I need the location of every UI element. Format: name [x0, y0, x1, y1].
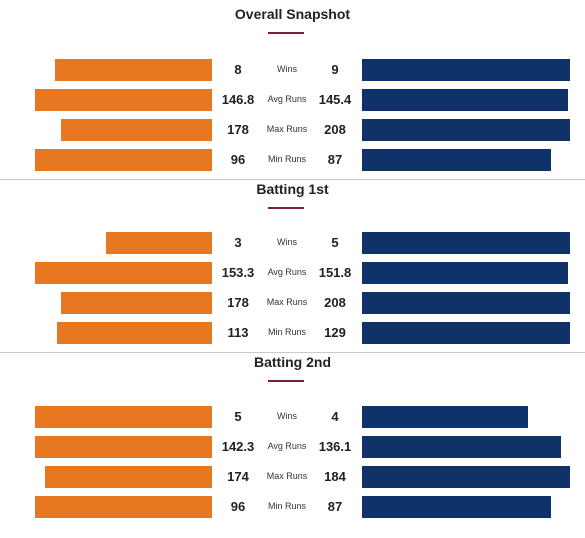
- section-title: Batting 1st: [256, 181, 329, 197]
- team2-bar: [362, 436, 561, 458]
- stat-row-avg-runs: 153.3 Avg Runs 151.8: [0, 262, 585, 286]
- team1-value: 174: [227, 469, 249, 484]
- team1-value: 5: [234, 409, 242, 424]
- team2-bar: [362, 292, 570, 314]
- team2-value: 87: [327, 152, 343, 167]
- team2-value: 4: [331, 409, 339, 424]
- team2-bar: [362, 262, 568, 284]
- team1-value: 96: [230, 152, 246, 167]
- team1-bar: [35, 89, 212, 111]
- team1-value: 178: [227, 122, 249, 137]
- metric-label: Max Runs: [266, 297, 308, 307]
- team2-value: 208: [324, 295, 346, 310]
- team1-bar: [35, 406, 212, 428]
- team2-value: 5: [331, 235, 339, 250]
- stat-row-max-runs: 174 Max Runs 184: [0, 466, 585, 490]
- title-underline: [268, 380, 304, 382]
- team1-bar: [35, 496, 212, 518]
- section-title: Batting 2nd: [254, 354, 331, 370]
- team2-value: 184: [324, 469, 346, 484]
- team1-value: 8: [234, 62, 242, 77]
- team2-bar: [362, 322, 570, 344]
- team2-value: 145.4: [318, 92, 352, 107]
- metric-label: Avg Runs: [267, 267, 307, 277]
- section-divider: [0, 352, 585, 353]
- stat-row-wins: 5 Wins 4: [0, 406, 585, 430]
- team2-value: 87: [327, 499, 343, 514]
- team1-value: 96: [230, 499, 246, 514]
- team1-bar: [35, 262, 212, 284]
- team2-bar: [362, 406, 528, 428]
- metric-label: Wins: [277, 411, 297, 421]
- team2-bar: [362, 232, 570, 254]
- team1-value: 142.3: [221, 439, 255, 454]
- team2-bar: [362, 59, 570, 81]
- team1-bar: [55, 59, 212, 81]
- stat-row-min-runs: 96 Min Runs 87: [0, 496, 585, 520]
- team2-value: 129: [324, 325, 346, 340]
- title-underline: [268, 207, 304, 209]
- stat-row-wins: 8 Wins 9: [0, 59, 585, 83]
- section-title: Overall Snapshot: [234, 6, 351, 22]
- team1-bar: [61, 119, 212, 141]
- team2-bar: [362, 496, 551, 518]
- metric-label: Min Runs: [267, 327, 306, 337]
- team2-value: 151.8: [318, 265, 352, 280]
- team2-value: 136.1: [318, 439, 352, 454]
- metric-label: Wins: [277, 237, 297, 247]
- team1-value: 113: [227, 325, 249, 340]
- team1-bar: [61, 292, 212, 314]
- metric-label: Max Runs: [266, 471, 308, 481]
- team1-bar: [35, 149, 212, 171]
- team1-bar: [57, 322, 212, 344]
- metric-label: Max Runs: [266, 124, 308, 134]
- team1-value: 153.3: [221, 265, 255, 280]
- team2-bar: [362, 466, 570, 488]
- team1-bar: [35, 436, 212, 458]
- team2-bar: [362, 89, 568, 111]
- section-divider: [0, 179, 585, 180]
- team2-value: 9: [331, 62, 339, 77]
- metric-label: Min Runs: [267, 154, 306, 164]
- metric-label: Min Runs: [267, 501, 306, 511]
- stat-row-max-runs: 178 Max Runs 208: [0, 292, 585, 316]
- team1-bar: [106, 232, 212, 254]
- stat-row-avg-runs: 146.8 Avg Runs 145.4: [0, 89, 585, 113]
- stat-row-wins: 3 Wins 5: [0, 232, 585, 256]
- team1-value: 3: [234, 235, 242, 250]
- team2-bar: [362, 149, 551, 171]
- stat-row-avg-runs: 142.3 Avg Runs 136.1: [0, 436, 585, 460]
- title-underline: [268, 32, 304, 34]
- metric-label: Wins: [277, 64, 297, 74]
- metric-label: Avg Runs: [267, 441, 307, 451]
- stat-row-max-runs: 178 Max Runs 208: [0, 119, 585, 143]
- team1-bar: [45, 466, 212, 488]
- team2-bar: [362, 119, 570, 141]
- team1-value: 178: [227, 295, 249, 310]
- team1-value: 146.8: [221, 92, 255, 107]
- stat-row-min-runs: 113 Min Runs 129: [0, 322, 585, 346]
- metric-label: Avg Runs: [267, 94, 307, 104]
- team2-value: 208: [324, 122, 346, 137]
- stat-row-min-runs: 96 Min Runs 87: [0, 149, 585, 173]
